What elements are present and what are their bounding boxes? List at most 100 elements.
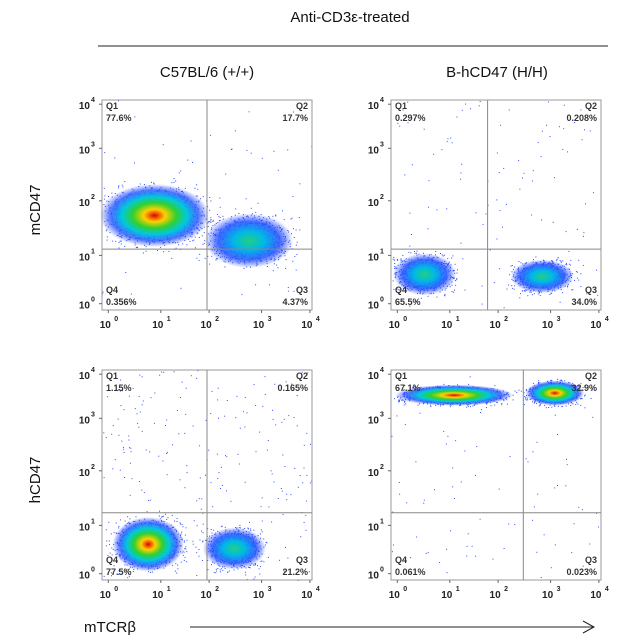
event-dot	[292, 228, 294, 230]
event-dot	[454, 263, 456, 265]
event-dot	[498, 268, 500, 270]
events	[103, 370, 313, 581]
event-dot	[128, 439, 130, 441]
event-dot	[489, 249, 491, 251]
event-dot	[198, 237, 200, 238]
event-dot	[129, 462, 131, 464]
event-dot	[177, 564, 179, 566]
x-tick-base: 10	[542, 320, 554, 331]
event-dot	[523, 172, 525, 174]
y-tick-exponent: 1	[91, 248, 95, 255]
event-dot	[203, 242, 205, 244]
event-dot	[153, 182, 155, 184]
event-dot	[416, 252, 417, 254]
event-dot	[558, 126, 560, 128]
event-dot	[186, 551, 188, 553]
event-dot	[556, 260, 558, 262]
event-dot	[192, 543, 194, 545]
event-dot	[456, 279, 458, 281]
event-dot	[271, 521, 273, 523]
event-dot	[397, 289, 399, 291]
event-dot	[399, 289, 400, 291]
event-dot	[217, 387, 219, 389]
event-dot	[411, 164, 413, 166]
event-dot	[570, 259, 572, 261]
y-tick-base: 10	[79, 101, 91, 112]
x-tick-exponent: 4	[316, 316, 320, 323]
density	[99, 184, 210, 247]
event-dot	[452, 255, 454, 257]
event-dot	[479, 101, 481, 102]
event-dot	[549, 294, 551, 295]
event-dot	[585, 203, 586, 205]
event-dot	[238, 213, 240, 214]
event-dot	[287, 557, 289, 559]
event-dot	[451, 142, 453, 144]
quadrant-percent: 17.7%	[282, 113, 308, 123]
density	[204, 213, 294, 268]
event-dot	[306, 474, 308, 476]
quadrant-percent: 34.0%	[571, 297, 597, 307]
event-dot	[199, 253, 201, 255]
event-dot	[162, 515, 164, 517]
event-dot	[197, 221, 199, 222]
event-dot	[244, 396, 246, 398]
event-dot	[194, 236, 196, 238]
event-dot	[118, 185, 120, 187]
event-dot	[207, 225, 209, 227]
event-dot	[105, 230, 107, 232]
event-dot	[518, 160, 520, 162]
event-dot	[134, 408, 136, 410]
density	[510, 259, 574, 294]
event-dot	[209, 197, 211, 198]
event-dot	[153, 422, 155, 424]
event-dot	[158, 515, 160, 517]
x-tick-exponent: 3	[557, 316, 561, 323]
event-dot	[481, 303, 483, 305]
event-dot	[499, 210, 501, 212]
event-dot	[578, 279, 580, 281]
event-dot	[309, 482, 311, 484]
event-dot	[162, 460, 164, 462]
event-dot	[203, 232, 205, 234]
event-dot	[205, 474, 206, 476]
event-dot	[178, 172, 180, 174]
event-dot	[297, 486, 299, 488]
event-dot	[567, 151, 569, 153]
event-dot	[498, 172, 500, 173]
event-dot	[500, 124, 501, 126]
event-dot	[173, 178, 175, 179]
event-dot	[299, 183, 301, 185]
event-dot	[136, 413, 138, 415]
event-dot	[216, 570, 218, 572]
event-dot	[441, 254, 443, 256]
event-dot	[210, 220, 212, 222]
event-dot	[402, 109, 404, 111]
event-dot	[284, 466, 286, 467]
event-dot	[219, 197, 221, 199]
event-dot	[186, 244, 188, 246]
quadrant-percent: 0.356%	[106, 297, 137, 307]
event-dot	[138, 426, 140, 428]
event-dot	[124, 520, 126, 522]
event-dot	[202, 541, 204, 543]
event-dot	[575, 270, 577, 272]
event-dot	[548, 101, 549, 103]
event-dot	[244, 426, 246, 428]
x-tick-exponent: 1	[456, 316, 460, 323]
event-dot	[404, 174, 406, 176]
event-dot	[199, 477, 201, 479]
event-dot	[176, 518, 178, 519]
event-dot	[181, 381, 183, 383]
density	[393, 253, 457, 296]
event-dot	[511, 287, 513, 289]
event-dot	[118, 434, 120, 436]
event-dot	[255, 451, 257, 453]
event-dot	[274, 383, 276, 385]
event-dot	[487, 204, 489, 206]
event-dot	[124, 245, 126, 247]
event-dot	[519, 297, 521, 299]
event-dot	[217, 478, 219, 480]
event-dot	[250, 207, 252, 209]
event-dot	[586, 293, 588, 295]
